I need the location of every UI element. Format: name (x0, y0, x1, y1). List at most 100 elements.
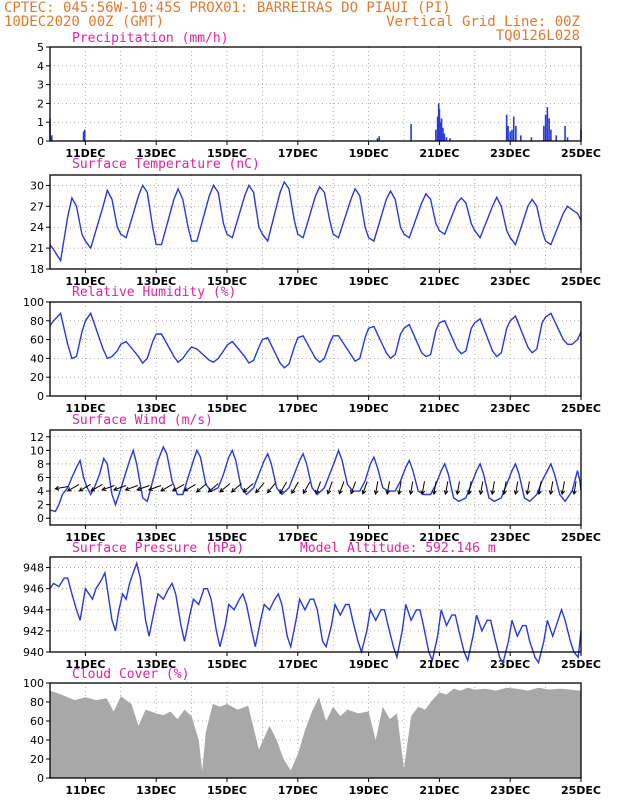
x-tick-label: 17DEC (278, 147, 318, 160)
panel-title: Precipitation (mm/h) (72, 31, 229, 46)
wind-arrow-head (160, 487, 166, 492)
x-tick-label: 19DEC (349, 402, 389, 415)
x-tick-label: 21DEC (419, 402, 459, 415)
x-tick-label: 19DEC (349, 784, 389, 797)
precip-bar (436, 116, 439, 141)
wind-arrow-head (171, 487, 177, 492)
x-tick-label: 15DEC (207, 531, 247, 544)
x-tick-label: 17DEC (278, 531, 318, 544)
wind-arrow-head (537, 490, 542, 496)
wind-arrow (243, 483, 254, 493)
y-tick-label: 0 (37, 135, 44, 148)
x-tick-label: 23DEC (490, 784, 530, 797)
x-tick-label: 23DEC (490, 402, 530, 415)
wind-arrow-head (455, 490, 461, 496)
wind-arrow-head (291, 489, 296, 495)
wind-arrow-head (112, 486, 118, 491)
wind-arrow-head (385, 490, 391, 496)
wind-arrow (573, 481, 577, 495)
x-tick-label: 25DEC (561, 147, 601, 160)
panel-5: 940 942 944 946 948 11DEC 13DEC 15DEC 17DEC 19DEC… (23, 541, 601, 671)
x-tick-label: 15DEC (207, 658, 247, 671)
y-tick-label: 4 (37, 485, 44, 498)
y-tick-label: 30 (30, 179, 44, 192)
wind-arrow-head (66, 487, 72, 492)
wind-arrow-head (78, 487, 84, 492)
x-tick-label: 25DEC (561, 275, 601, 288)
wind-arrow (219, 483, 231, 493)
x-tick-label: 13DEC (136, 658, 176, 671)
wind-arrow-head (279, 489, 284, 495)
y-tick-label: 0 (37, 772, 44, 785)
wind-arrow (172, 483, 185, 492)
x-tick-label: 17DEC (278, 275, 318, 288)
precip-bar (543, 125, 545, 141)
wind-arrow-head (219, 487, 225, 493)
y-tick-label: 21 (30, 242, 44, 255)
wind-arrow-head (136, 486, 142, 491)
x-tick-label: 19DEC (349, 275, 389, 288)
wind-arrow (113, 485, 127, 491)
panel-title: Surface Temperature (nC) (72, 157, 260, 172)
precip-bar (544, 114, 547, 141)
wind-arrow (267, 482, 277, 494)
wind-arrow (480, 481, 484, 495)
y-tick-label: 27 (30, 200, 44, 213)
precip-bar (505, 114, 508, 141)
x-tick-label: 19DEC (349, 658, 389, 671)
y-tick-label: 40 (30, 734, 44, 747)
wind-arrow-head (242, 487, 248, 493)
wind-arrow (433, 481, 437, 495)
wind-arrow (338, 481, 345, 494)
wind-arrow (160, 483, 173, 492)
y-tick-label: 1 (37, 116, 44, 129)
wind-arrow-head (373, 490, 379, 496)
panel-3: 0 20 40 60 80 100 11DEC 13DEC 15DEC 17DEC 19DEC 21D… (23, 285, 601, 415)
precip-bar (449, 138, 451, 141)
wind-arrow-head (315, 489, 320, 495)
precip-bar (512, 116, 515, 141)
precip-bar (566, 137, 569, 141)
panel-frame (49, 556, 582, 653)
wind-arrow (421, 481, 425, 495)
wind-arrow (125, 485, 138, 491)
x-tick-label: 25DEC (561, 402, 601, 415)
precip-bar (507, 125, 509, 141)
x-tick-label: 23DEC (490, 531, 530, 544)
wind-arrow-head (266, 488, 272, 494)
y-tick-label: 40 (30, 352, 44, 365)
wind-arrow (386, 481, 390, 495)
x-tick-label: 17DEC (278, 658, 318, 671)
x-tick-label: 21DEC (419, 275, 459, 288)
wind-arrow (231, 483, 242, 493)
precip-bar (511, 129, 513, 141)
wind-arrow-head (502, 490, 507, 496)
y-tick-label: 944 (23, 604, 44, 617)
wind-arrow (208, 483, 219, 493)
precip-bar (546, 107, 549, 141)
precip-bar (376, 138, 379, 141)
precip-bar (555, 135, 558, 141)
y-tick-label: 10 (30, 444, 44, 457)
precip-bar (442, 127, 444, 141)
x-tick-label: 13DEC (136, 147, 176, 160)
precip-bar (445, 137, 448, 141)
precip-bar (82, 131, 85, 141)
wind-arrow (538, 481, 542, 495)
wind-arrow-head (513, 490, 519, 496)
wind-arrow (302, 481, 311, 494)
y-tick-label: 20 (30, 753, 44, 766)
precip-bar (530, 137, 533, 141)
header-model-id: TQ0126L028 (496, 28, 580, 44)
wind-arrow (102, 485, 115, 491)
x-tick-label: 25DEC (561, 658, 601, 671)
wind-arrow (398, 481, 402, 495)
precip-bar (435, 129, 437, 141)
y-tick-label: 80 (30, 315, 44, 328)
y-tick-label: 0 (37, 512, 44, 525)
wind-arrow-head (467, 490, 472, 496)
header-location: CPTEC: 045:56W-10:45S PROX01: BARREIRAS … (4, 0, 451, 16)
wind-arrow-head (54, 485, 60, 491)
wind-arrow (362, 481, 368, 494)
